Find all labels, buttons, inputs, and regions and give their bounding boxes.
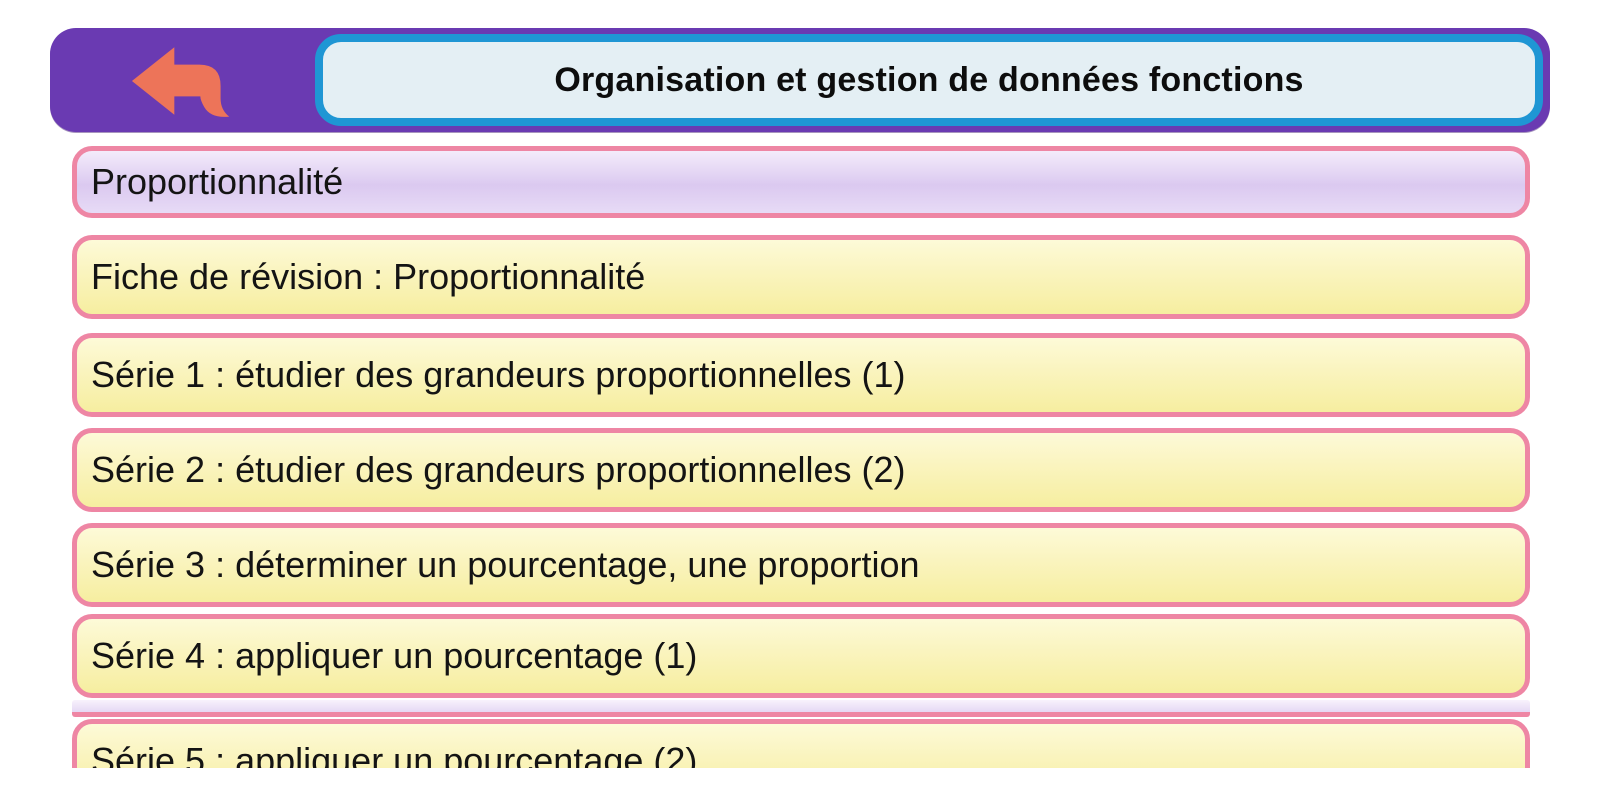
list-item-fiche-revision[interactable]: Fiche de révision : Proportionnalité [72,235,1530,319]
list-item-serie-3[interactable]: Série 3 : déterminer un pourcentage, une… [72,523,1530,607]
back-button[interactable] [118,42,248,120]
list-item-serie-4[interactable]: Série 4 : appliquer un pourcentage (1) [72,614,1530,698]
list-item-proportionnalite[interactable]: Proportionnalité [72,146,1530,218]
list-item-serie-5[interactable]: Série 5 : appliquer un pourcentage (2) [72,719,1530,768]
list-item-serie-1[interactable]: Série 1 : étudier des grandeurs proporti… [72,333,1530,417]
header-bar: Organisation et gestion de données fonct… [50,28,1550,132]
list-item-label: Série 4 : appliquer un pourcentage (1) [91,635,698,676]
partially-hidden-item-edge [72,700,1530,717]
back-arrow-icon [130,42,236,120]
list-item-label: Fiche de révision : Proportionnalité [91,256,646,297]
list-item-serie-2[interactable]: Série 2 : étudier des grandeurs proporti… [72,428,1530,512]
list-item-label: Série 2 : étudier des grandeurs proporti… [91,449,906,490]
list-item-label: Série 1 : étudier des grandeurs proporti… [91,354,906,395]
list-item-label: Série 5 : appliquer un pourcentage (2) [91,740,698,768]
list-item-label: Série 3 : déterminer un pourcentage, une… [91,544,920,585]
page-title: Organisation et gestion de données fonct… [315,34,1543,126]
list-item-label: Proportionnalité [91,161,344,202]
chapter-list[interactable]: Proportionnalité Fiche de révision : Pro… [0,132,1600,768]
